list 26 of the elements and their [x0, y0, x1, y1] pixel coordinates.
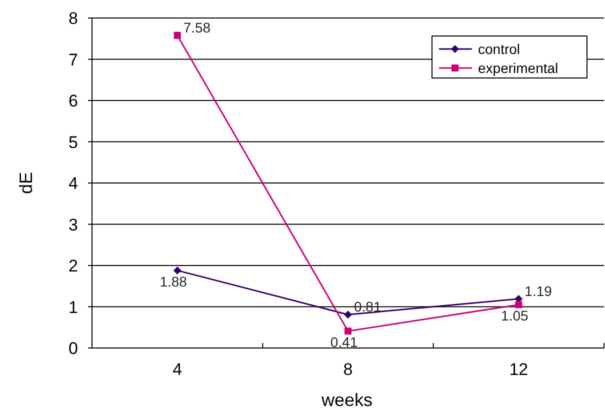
legend-label: control: [478, 41, 520, 57]
point: [344, 310, 352, 319]
x-tick-label: 8: [343, 360, 353, 379]
point: [173, 266, 182, 274]
x-tick-label: 4: [172, 360, 182, 379]
y-tick-label: 3: [68, 215, 78, 234]
point: [174, 32, 181, 39]
y-tick-label: 1: [68, 298, 78, 317]
data-label: 7.58: [183, 19, 211, 36]
point: [344, 328, 352, 335]
point: [515, 301, 522, 308]
y-tick-label: 7: [68, 50, 78, 70]
x-axis-title: weeks: [320, 390, 373, 410]
y-tick-label: 8: [68, 9, 78, 28]
y-tick-label: 4: [68, 174, 78, 193]
y-tick-label: 0: [68, 339, 78, 358]
y-tick-label: 6: [68, 92, 78, 110]
data-label: 1.05: [501, 308, 529, 324]
data-label: 1.19: [524, 282, 552, 299]
y-axis-title: dE: [16, 172, 36, 194]
data-label: 1.88: [160, 273, 188, 290]
y-tick-label: 2: [68, 256, 78, 276]
y-tick-label: 5: [68, 132, 78, 152]
x-tick-label: 12: [509, 360, 528, 379]
data-label: 0.41: [330, 334, 358, 350]
legend-label: experimental: [478, 60, 558, 76]
